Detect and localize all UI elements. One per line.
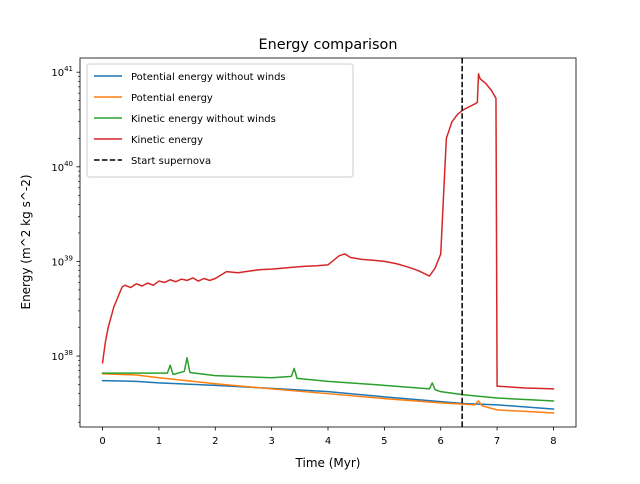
x-axis-label: Time (Myr)	[295, 456, 361, 470]
x-tick-label: 8	[550, 436, 556, 447]
legend-label: Kinetic energy without winds	[131, 114, 276, 125]
y-axis-label: Energy (m^2 kg s^-2)	[19, 174, 33, 309]
series-line-3	[101, 73, 555, 390]
series-line-1	[101, 372, 555, 414]
y-tick-label: 1038	[51, 349, 73, 363]
legend-label: Kinetic energy	[131, 135, 203, 146]
y-tick-label: 1040	[51, 160, 73, 174]
x-tick-label: 4	[325, 436, 331, 447]
y-tick-label: 1041	[51, 65, 73, 79]
y-tick-label: 1039	[51, 254, 73, 268]
x-tick-label: 0	[99, 436, 105, 447]
legend-label: Start supernova	[131, 156, 211, 167]
x-tick-label: 1	[156, 436, 162, 447]
chart-title: Energy comparison	[259, 37, 398, 53]
legend-box	[86, 63, 354, 178]
x-tick-label: 5	[381, 436, 387, 447]
legend-label: Potential energy	[131, 93, 213, 104]
x-tick-label: 2	[212, 436, 218, 447]
x-tick-label: 3	[268, 436, 274, 447]
x-tick-label: 7	[494, 436, 500, 447]
x-tick-label: 6	[438, 436, 444, 447]
series-line-2	[101, 356, 555, 402]
legend-label: Potential energy without winds	[131, 72, 286, 83]
